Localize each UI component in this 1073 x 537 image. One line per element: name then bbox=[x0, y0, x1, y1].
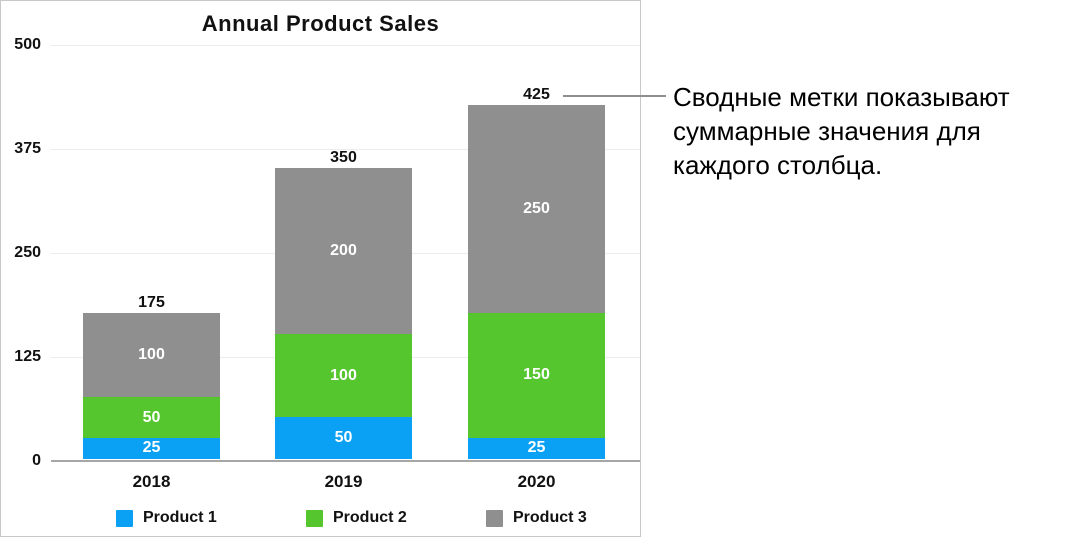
gridline bbox=[51, 149, 640, 150]
y-axis-tick-label: 375 bbox=[14, 140, 41, 157]
bar-segment-product-2: 150 bbox=[468, 313, 605, 439]
legend-label: Product 2 bbox=[333, 509, 407, 526]
legend-swatch-icon bbox=[306, 509, 323, 527]
bar-segment-product-1: 25 bbox=[83, 438, 220, 459]
y-axis-tick-label: 500 bbox=[14, 36, 41, 53]
legend-swatch-icon bbox=[486, 509, 503, 527]
bar-segment-product-1: 25 bbox=[468, 438, 605, 459]
annotation-line-2: суммарные значения для bbox=[673, 116, 981, 146]
legend-label: Product 3 bbox=[513, 509, 587, 526]
annotation-text: Сводные метки показывают суммарные значе… bbox=[673, 80, 1010, 182]
gridline bbox=[51, 45, 640, 46]
x-axis-line bbox=[51, 460, 640, 462]
y-axis-tick-label: 0 bbox=[32, 452, 41, 469]
x-axis-category-label: 2018 bbox=[132, 472, 171, 491]
bar-total-label: 175 bbox=[138, 294, 165, 312]
legend-item-product-2: Product 2 bbox=[306, 509, 407, 527]
legend-item-product-1: Product 1 bbox=[116, 509, 217, 527]
bar-segment-product-1: 50 bbox=[275, 417, 412, 459]
bar-segment-product-3: 200 bbox=[275, 167, 412, 335]
y-axis-tick-label: 125 bbox=[14, 348, 41, 365]
x-axis-category-label: 2019 bbox=[324, 472, 363, 491]
chart-title: Annual Product Sales bbox=[201, 11, 440, 36]
bar-segment-product-2: 50 bbox=[83, 396, 220, 439]
x-axis-category-label: 2020 bbox=[517, 472, 556, 491]
annotation-line-3: каждого столбца. bbox=[673, 150, 883, 180]
legend-label: Product 1 bbox=[143, 509, 217, 526]
bar-segment-product-3: 250 bbox=[468, 105, 605, 314]
y-axis-tick-label: 250 bbox=[14, 244, 41, 261]
bar-segment-product-2: 100 bbox=[275, 334, 412, 418]
legend-item-product-3: Product 3 bbox=[486, 509, 587, 527]
bar-total-label: 350 bbox=[330, 148, 357, 166]
bar-total-label: 425 bbox=[523, 86, 550, 104]
legend-swatch-icon bbox=[116, 509, 133, 527]
chart-panel: Annual Product Sales 0 125 250 375 500 25 50 10… bbox=[0, 0, 641, 537]
annotation-line-1: Сводные метки показывают bbox=[673, 82, 1010, 112]
callout-line bbox=[563, 95, 666, 97]
bar-segment-product-3: 100 bbox=[83, 313, 220, 397]
